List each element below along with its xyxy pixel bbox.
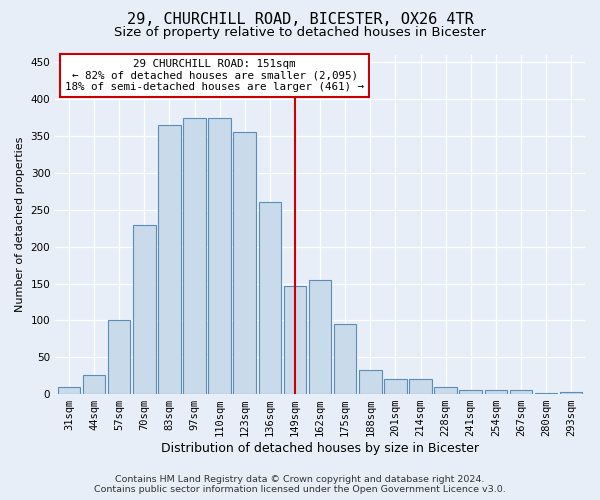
Text: Contains HM Land Registry data © Crown copyright and database right 2024.
Contai: Contains HM Land Registry data © Crown c…: [94, 474, 506, 494]
Text: 29 CHURCHILL ROAD: 151sqm  
← 82% of detached houses are smaller (2,095)
18% of : 29 CHURCHILL ROAD: 151sqm ← 82% of detac…: [65, 58, 364, 92]
Bar: [485, 390, 507, 394]
Bar: [460, 390, 482, 394]
Bar: [384, 380, 407, 394]
Bar: [434, 386, 457, 394]
Bar: [509, 390, 532, 394]
Bar: [309, 280, 331, 394]
Y-axis label: Number of detached properties: Number of detached properties: [15, 137, 25, 312]
Bar: [108, 320, 130, 394]
Bar: [334, 324, 356, 394]
Bar: [560, 392, 583, 394]
Bar: [359, 370, 382, 394]
Bar: [58, 386, 80, 394]
Bar: [158, 125, 181, 394]
Bar: [208, 118, 231, 394]
Bar: [259, 202, 281, 394]
Bar: [133, 224, 155, 394]
Bar: [284, 286, 306, 394]
Bar: [535, 392, 557, 394]
Bar: [183, 118, 206, 394]
Bar: [233, 132, 256, 394]
Text: 29, CHURCHILL ROAD, BICESTER, OX26 4TR: 29, CHURCHILL ROAD, BICESTER, OX26 4TR: [127, 12, 473, 28]
X-axis label: Distribution of detached houses by size in Bicester: Distribution of detached houses by size …: [161, 442, 479, 455]
Bar: [409, 380, 432, 394]
Bar: [83, 375, 106, 394]
Text: Size of property relative to detached houses in Bicester: Size of property relative to detached ho…: [114, 26, 486, 39]
